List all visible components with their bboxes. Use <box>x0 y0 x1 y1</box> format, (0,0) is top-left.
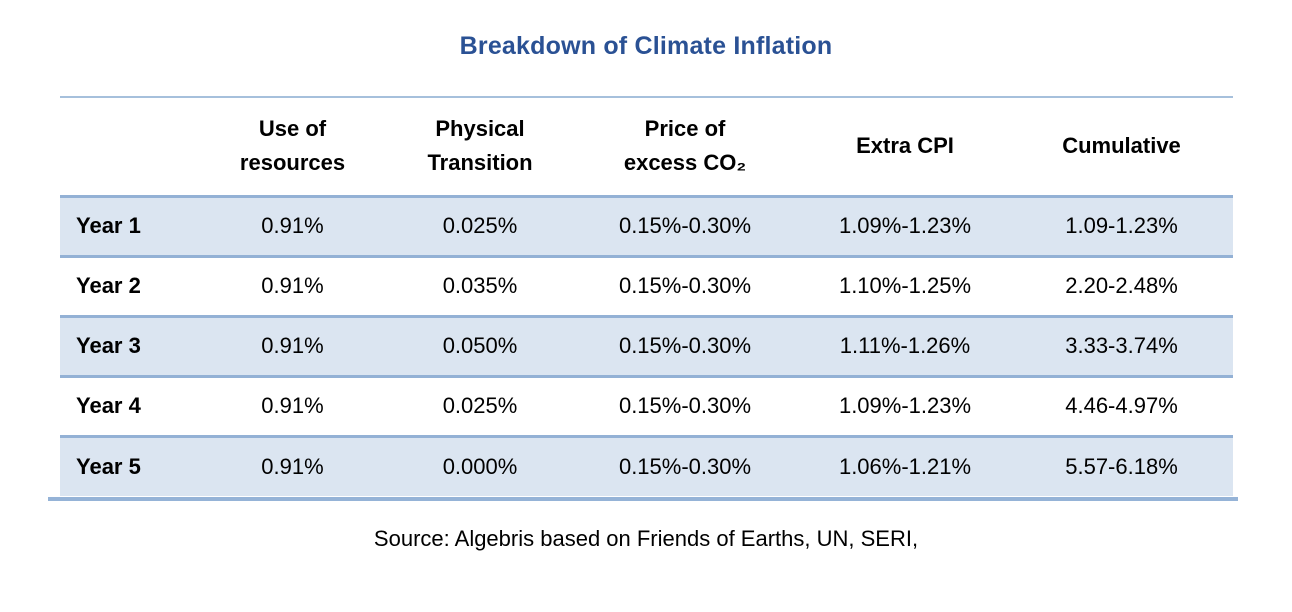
table-cell: 1.06%-1.21% <box>838 453 972 479</box>
table-cell: 3.33-3.74% <box>1065 333 1178 358</box>
table-cell: 0.15%-0.30% <box>618 273 752 298</box>
table-row-year-1: Year 1 0.91% 0.025% 0.15%-0.30% 1.09%-1.… <box>60 196 1233 256</box>
table-row-year-4: Year 4 0.91% 0.025% 0.15%-0.30% 1.09%-1.… <box>60 376 1233 436</box>
column-header-extra-cpi: Extra CPI <box>856 133 954 159</box>
figure-title: Breakdown of Climate Inflation <box>459 32 833 60</box>
column-header-cumulative: Cumulative <box>1062 133 1181 159</box>
row-label: Year 2 <box>76 273 141 298</box>
row-label: Year 3 <box>76 333 141 358</box>
table-cell: 0.000% <box>442 453 518 479</box>
table-bottom-rule <box>48 497 1238 501</box>
table-row-year-3: Year 3 0.91% 0.050% 0.15%-0.30% 1.11%-1.… <box>60 316 1233 376</box>
table-cell: 2.20-2.48% <box>1065 273 1178 298</box>
table-cell: 0.91% <box>261 453 324 479</box>
column-header-use-of-resources: Use of resources <box>239 116 346 176</box>
column-header-physical-transition: Physical Transition <box>427 116 533 176</box>
table-cell: 0.025% <box>442 393 518 418</box>
table-row-year-5: Year 5 0.91% 0.000% 0.15%-0.30% 1.06%-1.… <box>60 436 1233 496</box>
table-cell: 0.91% <box>261 333 324 358</box>
table-cell: 0.15%-0.30% <box>618 213 752 238</box>
table-cell: 1.10%-1.25% <box>838 273 972 298</box>
table-cell: 1.09%-1.23% <box>838 393 972 418</box>
climate-inflation-table: Use of resources Physical Transition Pri… <box>60 96 1233 496</box>
source-caption: Source: Algebris based on Friends of Ear… <box>373 526 919 551</box>
table-header-row: Use of resources Physical Transition Pri… <box>60 97 1233 196</box>
table-cell: 0.025% <box>442 213 518 238</box>
row-label: Year 4 <box>76 393 141 418</box>
table-cell: 0.91% <box>261 273 324 298</box>
table-cell: 5.57-6.18% <box>1065 453 1178 479</box>
table-cell: 0.050% <box>442 333 518 358</box>
table-cell: 0.91% <box>261 393 324 418</box>
table-cell: 0.15%-0.30% <box>618 393 752 418</box>
table-cell: 0.91% <box>261 213 324 238</box>
column-header-price-of-excess-co2: Price of excess CO₂ <box>623 116 747 176</box>
table-cell: 0.15%-0.30% <box>618 333 752 358</box>
table-cell: 0.15%-0.30% <box>618 453 752 479</box>
row-label: Year 1 <box>76 213 141 238</box>
table-cell: 1.09%-1.23% <box>838 213 972 238</box>
table-row-year-2: Year 2 0.91% 0.035% 0.15%-0.30% 1.10%-1.… <box>60 256 1233 316</box>
table-cell: 1.09-1.23% <box>1065 213 1178 238</box>
table-cell: 0.035% <box>442 273 518 298</box>
column-header-blank <box>60 97 195 196</box>
table-cell: 1.11%-1.26% <box>839 333 971 358</box>
table-cell: 4.46-4.97% <box>1065 393 1178 418</box>
row-label: Year 5 <box>76 453 141 479</box>
